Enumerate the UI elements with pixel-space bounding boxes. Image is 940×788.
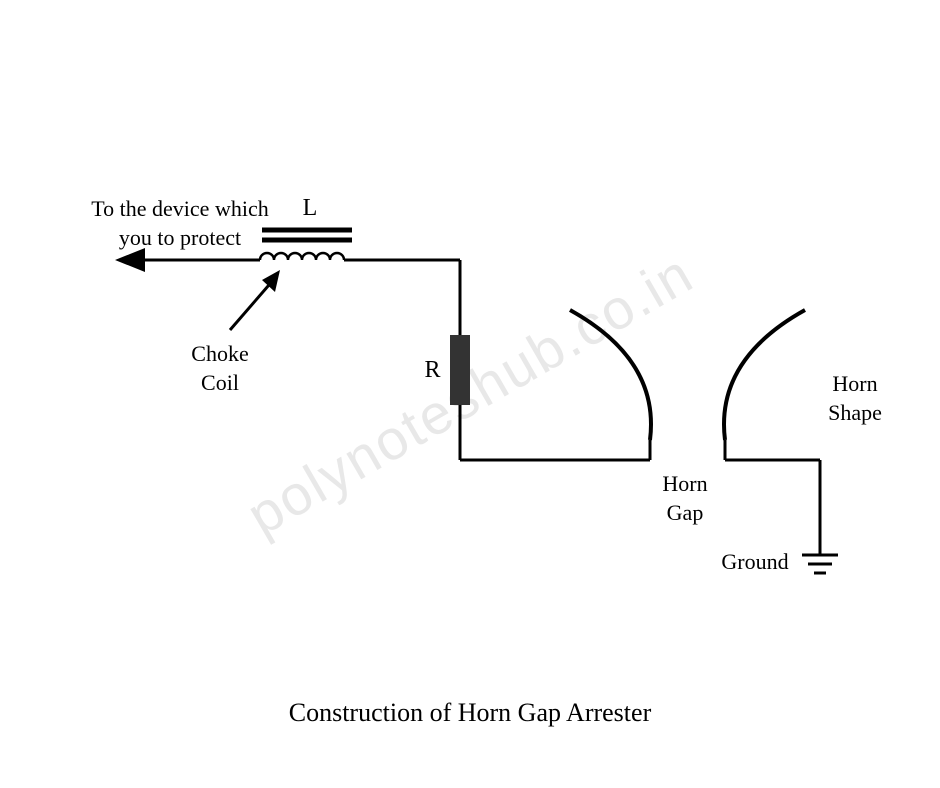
arrow-left-icon	[115, 248, 145, 272]
choke-coil	[260, 253, 344, 260]
horn-right	[724, 310, 805, 440]
horn-left	[570, 310, 651, 440]
circuit-diagram	[0, 0, 940, 788]
ground-symbol	[802, 555, 838, 573]
resistor	[450, 335, 470, 405]
choke-pointer-line	[230, 278, 275, 330]
